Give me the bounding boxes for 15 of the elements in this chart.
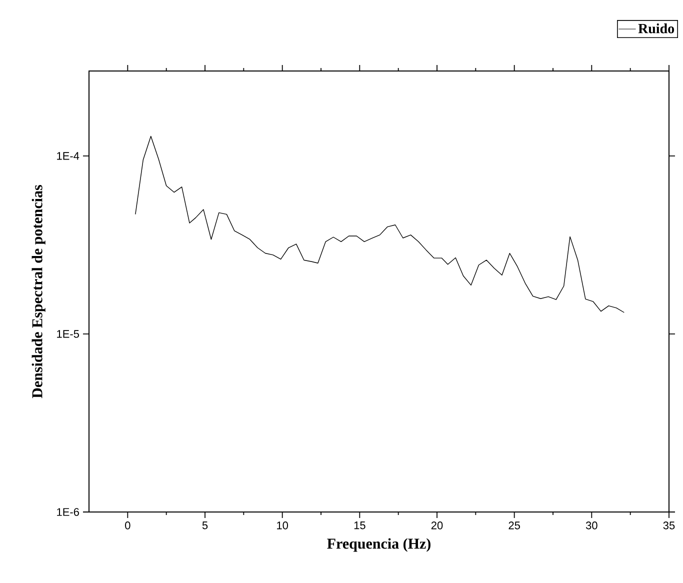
- x-tick-label: 10: [277, 522, 288, 530]
- x-tick-label: 20: [431, 522, 443, 530]
- x-tick-label: 25: [508, 522, 520, 530]
- y-tick-label: 1E-4: [57, 152, 80, 160]
- x-tick-label: 0: [125, 522, 130, 530]
- x-tick-label: 15: [354, 522, 366, 530]
- x-tick-label: 5: [202, 522, 208, 530]
- y-tick-label: 1E-6: [57, 508, 79, 516]
- legend-label: Ruido: [638, 23, 674, 34]
- line-series: [135, 136, 624, 313]
- x-tick-label: 35: [663, 522, 675, 530]
- x-tick-label: 30: [586, 522, 598, 530]
- x-axis-title: Frequencia (Hz): [327, 538, 430, 552]
- y-axis-title: Densidade Espectral de potencias: [32, 185, 46, 398]
- y-tick-label: 1E-5: [57, 330, 79, 338]
